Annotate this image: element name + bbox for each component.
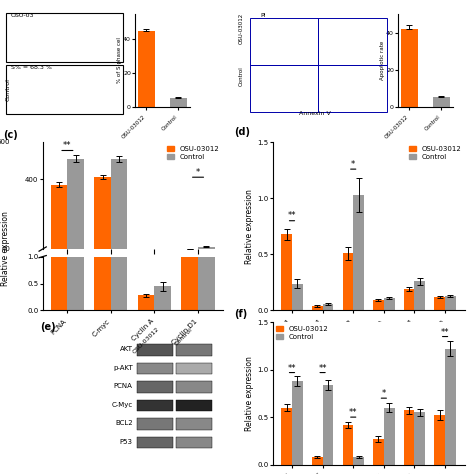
Legend: OSU-03012, Control: OSU-03012, Control bbox=[276, 326, 328, 340]
Bar bbox=[176, 363, 212, 374]
Bar bbox=[94, 0, 111, 310]
Text: Control: Control bbox=[238, 66, 244, 86]
Text: *: * bbox=[196, 168, 200, 177]
Bar bbox=[319, 18, 387, 65]
Bar bbox=[67, 159, 84, 253]
Text: p-AKT: p-AKT bbox=[113, 365, 133, 371]
Bar bbox=[111, 159, 128, 253]
Text: *: * bbox=[382, 389, 386, 398]
Y-axis label: % of S-phase cel: % of S-phase cel bbox=[117, 37, 122, 83]
Bar bbox=[373, 301, 384, 310]
Bar bbox=[137, 400, 173, 411]
Bar bbox=[292, 381, 303, 465]
Bar bbox=[137, 418, 173, 429]
Bar bbox=[353, 457, 364, 465]
Text: S% = 68.3 %: S% = 68.3 % bbox=[11, 65, 52, 70]
Y-axis label: Relative expression: Relative expression bbox=[1, 211, 10, 286]
Legend: OSU-03012, Control: OSU-03012, Control bbox=[167, 146, 219, 160]
Y-axis label: Relative expression: Relative expression bbox=[246, 189, 255, 264]
Bar bbox=[312, 457, 323, 465]
Bar bbox=[433, 98, 450, 107]
Bar bbox=[176, 344, 212, 356]
Text: **: ** bbox=[441, 328, 449, 337]
Text: AKT: AKT bbox=[120, 346, 133, 352]
Text: **: ** bbox=[63, 141, 72, 150]
Bar bbox=[138, 295, 155, 310]
Bar bbox=[434, 297, 445, 310]
Bar bbox=[404, 289, 414, 310]
Text: Annexin V: Annexin V bbox=[300, 111, 331, 116]
Bar bbox=[137, 381, 173, 392]
Bar bbox=[404, 410, 414, 465]
Bar bbox=[137, 31, 155, 107]
Text: **: ** bbox=[288, 211, 296, 220]
Bar bbox=[249, 18, 319, 65]
Bar bbox=[373, 439, 384, 465]
Bar bbox=[51, 184, 67, 253]
Bar bbox=[94, 177, 111, 253]
Bar bbox=[198, 0, 215, 310]
Bar bbox=[292, 283, 303, 310]
Bar bbox=[384, 408, 394, 465]
Bar bbox=[182, 249, 198, 253]
Bar bbox=[111, 0, 128, 310]
Bar bbox=[434, 415, 445, 465]
Bar bbox=[51, 0, 67, 310]
Bar bbox=[249, 65, 319, 112]
Bar bbox=[137, 363, 173, 374]
Text: **: ** bbox=[349, 408, 357, 417]
Bar bbox=[401, 29, 418, 107]
Y-axis label: Apoptotic rate: Apoptotic rate bbox=[380, 41, 385, 80]
Bar bbox=[343, 425, 353, 465]
Bar bbox=[67, 0, 84, 310]
Text: PI: PI bbox=[261, 13, 266, 18]
Bar bbox=[281, 408, 292, 465]
Bar bbox=[445, 349, 456, 465]
Bar bbox=[155, 286, 171, 310]
Bar bbox=[384, 298, 394, 310]
Text: OSU-03: OSU-03 bbox=[11, 13, 35, 18]
Text: (f): (f) bbox=[234, 309, 247, 319]
Bar bbox=[414, 281, 425, 310]
Text: **: ** bbox=[319, 364, 327, 373]
Bar bbox=[198, 246, 215, 253]
Bar bbox=[170, 98, 187, 107]
Bar bbox=[323, 304, 333, 310]
Legend: OSU-03012, Control: OSU-03012, Control bbox=[409, 146, 461, 160]
Bar bbox=[137, 437, 173, 448]
Bar bbox=[176, 418, 212, 429]
Text: Control: Control bbox=[174, 327, 194, 346]
Text: (c): (c) bbox=[3, 130, 18, 140]
Bar bbox=[319, 65, 387, 112]
Text: *: * bbox=[351, 160, 356, 169]
Text: PCNA: PCNA bbox=[114, 383, 133, 389]
Bar bbox=[182, 0, 198, 310]
Bar bbox=[323, 385, 333, 465]
Bar bbox=[176, 400, 212, 411]
Y-axis label: Relative expression: Relative expression bbox=[246, 356, 255, 431]
Text: (d): (d) bbox=[234, 128, 250, 137]
Bar bbox=[445, 296, 456, 310]
Text: C-Myc: C-Myc bbox=[111, 402, 133, 408]
Bar bbox=[414, 412, 425, 465]
Bar bbox=[176, 381, 212, 392]
Bar bbox=[137, 344, 173, 356]
Text: 600: 600 bbox=[0, 139, 10, 145]
Text: OSU-03012: OSU-03012 bbox=[132, 327, 160, 355]
Bar bbox=[6, 13, 123, 62]
Text: P53: P53 bbox=[120, 439, 133, 445]
Bar bbox=[353, 195, 364, 310]
Bar bbox=[281, 234, 292, 310]
Bar bbox=[312, 306, 323, 310]
Text: BCL2: BCL2 bbox=[115, 420, 133, 426]
Text: Control: Control bbox=[6, 78, 11, 101]
Text: OSU-03012: OSU-03012 bbox=[238, 13, 244, 44]
Text: 40: 40 bbox=[1, 246, 10, 252]
Text: (e): (e) bbox=[40, 322, 55, 332]
Bar bbox=[176, 437, 212, 448]
Text: **: ** bbox=[288, 364, 296, 373]
Bar bbox=[6, 65, 123, 114]
Bar bbox=[343, 253, 353, 310]
